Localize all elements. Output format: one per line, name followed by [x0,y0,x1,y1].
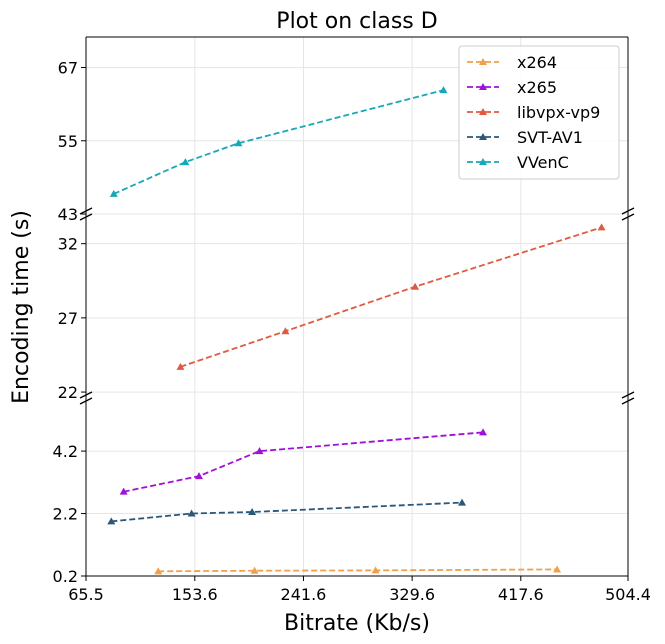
series-x264 [154,565,562,575]
y-tick-label: 2.2 [53,505,78,524]
y-tick-label: 43 [58,205,78,224]
data-point [181,158,190,166]
data-point [411,282,420,290]
panel-2: 0.2 2.2 4.2 [53,398,629,586]
series-line [158,568,558,573]
axis-break-mark [621,391,635,399]
legend-marker [479,83,487,90]
data-point [255,447,264,455]
legend-marker [479,158,487,165]
y-tick-label: 32 [58,235,78,254]
data-point [109,189,118,197]
data-point [234,139,243,147]
y-tick-label: 0.2 [53,567,78,586]
data-point [371,566,380,574]
plot-panels: 43 55 67 22 27 32 0.2 2.2 4.2 65.5 153.6 241.6 329.6… [53,36,651,604]
y-tick-label: 22 [58,383,78,402]
legend-label: libvpx-vp9 [517,103,600,122]
legend-label: x265 [517,78,557,97]
axis-break-mark [79,397,93,405]
data-point [479,428,488,436]
panel-0: 43 55 67 [58,36,629,224]
series-line [113,89,444,195]
axis-break-mark [621,207,635,215]
legend-box [458,45,620,180]
legend-item: libvpx-vp9 [467,103,600,122]
series-libvpx-vp9 [176,223,606,370]
data-point [281,327,290,335]
axis-break-mark [79,213,93,221]
data-point [187,509,196,517]
x-tick-label: 504.4 [605,585,651,604]
y-axis-label: Encoding time (s) [9,210,34,404]
data-point [107,517,116,525]
legend-item: x265 [467,78,557,97]
series-x265 [119,428,488,495]
series-VVenC [109,86,448,197]
x-axis-label: Bitrate (Kb/s) [284,611,430,636]
legend-label: VVenC [517,153,569,172]
y-tick-label: 55 [58,132,78,151]
legend-label: x264 [517,53,557,72]
axis-break-mark [79,391,93,399]
series-line [180,226,602,368]
legend-item: SVT-AV1 [467,128,583,147]
legend-item: x264 [467,53,557,72]
data-point [119,487,128,495]
y-tick-label: 4.2 [53,442,78,461]
axis-break-mark [621,397,635,405]
series-SVT-AV1 [107,498,467,525]
series-line [123,431,484,493]
y-tick-label: 27 [58,309,78,328]
legend: x264 x265 libvpx-vp9 SVT-AV1 VVenC [458,45,620,180]
legend-marker [479,108,487,115]
legend-item: VVenC [467,153,569,172]
chart-title: Plot on class D [276,9,437,34]
x-tick-label: 241.6 [281,585,327,604]
series-line [111,501,463,523]
y-tick-label: 67 [58,59,78,78]
x-tick-label: 329.6 [389,585,435,604]
panel-1: 22 27 32 [58,214,629,402]
x-tick-label: 417.6 [498,585,544,604]
axis-break-mark [621,213,635,221]
data-point [553,565,562,573]
data-point [597,223,606,231]
data-point [176,362,185,370]
legend-marker [479,133,487,140]
data-point [250,566,259,574]
data-point [248,507,257,515]
data-point [458,498,467,506]
data-point [154,567,163,575]
data-point [439,86,448,94]
data-point [194,472,203,480]
legend-marker [479,58,487,65]
axis-break-mark [79,207,93,215]
x-tick-label: 153.6 [172,585,218,604]
x-tick-label: 65.5 [68,585,104,604]
legend-label: SVT-AV1 [517,128,583,147]
